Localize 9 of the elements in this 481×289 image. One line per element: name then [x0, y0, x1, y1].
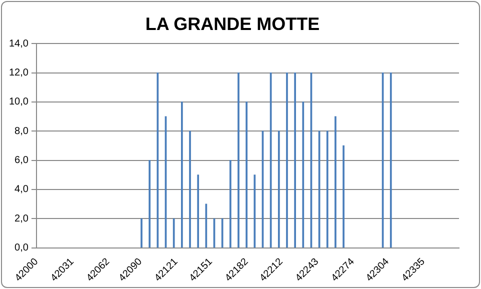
y-tick-label: 0,0	[14, 242, 29, 254]
y-tick-label: 8,0	[14, 126, 29, 137]
y-tick-label: 10,0	[8, 96, 29, 108]
y-tick-label: 14,0	[8, 38, 29, 50]
y-tick-label: 6,0	[14, 155, 29, 166]
y-tick-label: 12,0	[8, 68, 29, 79]
chart-title: LA GRANDE MOTTE	[145, 14, 320, 34]
y-tick-label: 2,0	[14, 213, 29, 224]
y-tick-label: 4,0	[14, 184, 29, 196]
